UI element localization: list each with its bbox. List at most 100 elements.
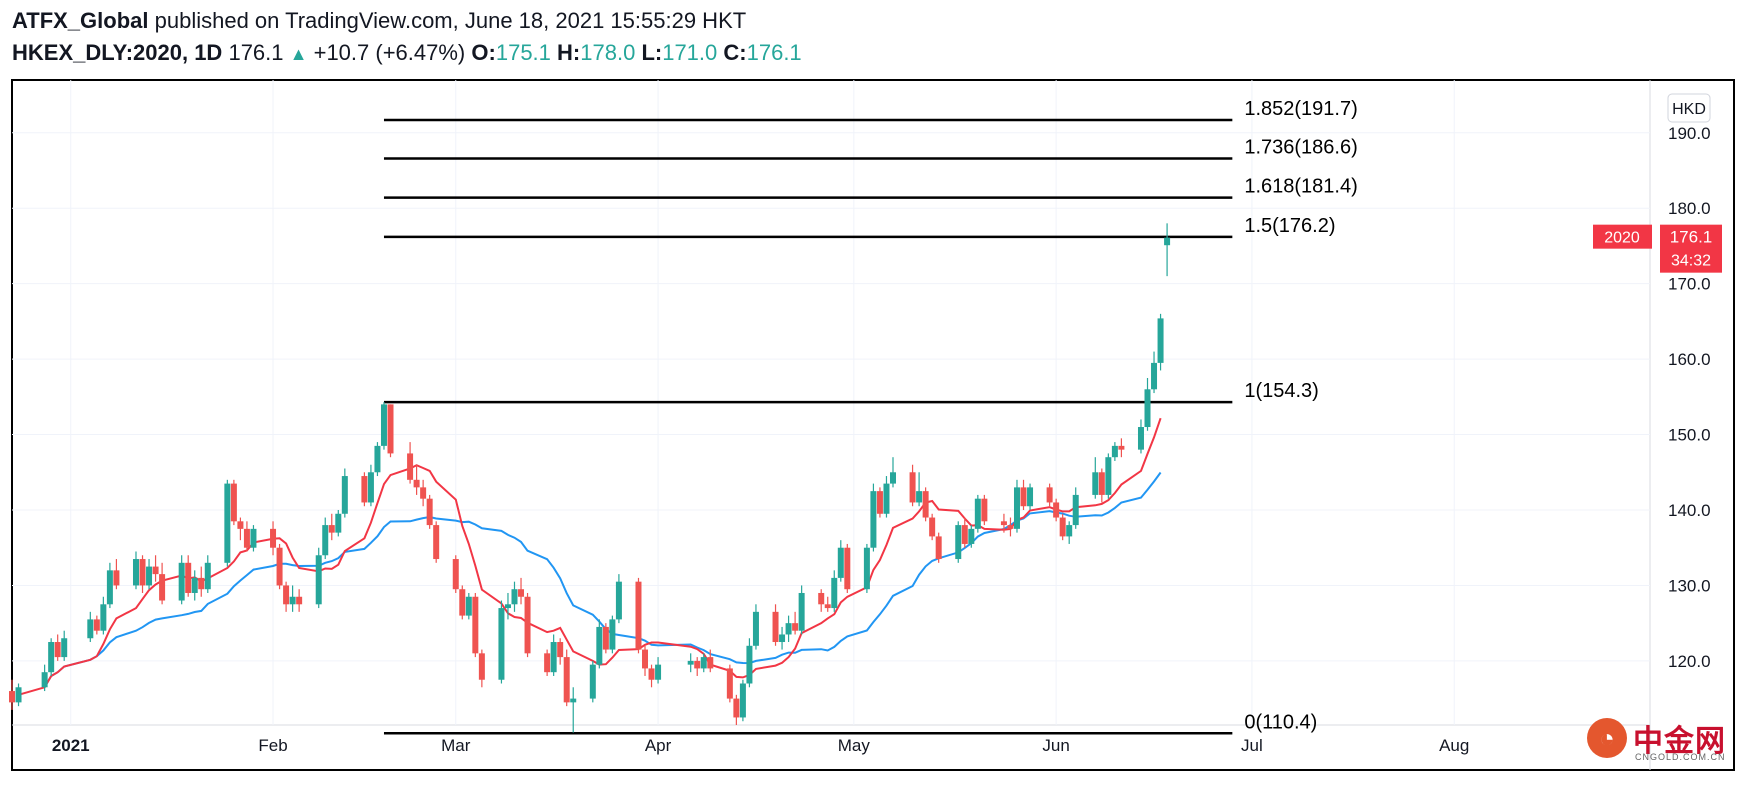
close-value: 176.1 <box>746 40 802 65</box>
up-arrow-icon: ▲ <box>289 44 308 64</box>
chart-frame <box>11 79 1735 771</box>
open-value: 175.1 <box>495 40 551 65</box>
candle-body <box>459 589 466 616</box>
candle-body <box>739 683 746 718</box>
high-value: 178.0 <box>580 40 636 65</box>
symbol-badge-label: 2020 <box>1604 230 1640 247</box>
candle-body <box>961 525 968 544</box>
candle-body <box>798 592 805 631</box>
candle-body <box>1013 487 1020 529</box>
candle-body <box>929 517 936 537</box>
candle-body <box>876 491 883 514</box>
price-tick-label: 170.0 <box>1668 275 1711 294</box>
candle-body <box>504 604 511 609</box>
candle-body <box>289 596 296 605</box>
candle-body <box>550 642 557 673</box>
candle-body <box>283 585 290 605</box>
candle-body <box>1020 487 1027 507</box>
symbol-badge <box>1593 224 1652 249</box>
candle-body <box>159 574 166 601</box>
candle-body <box>9 691 15 703</box>
candle-body <box>655 664 662 680</box>
candles <box>9 223 1171 733</box>
candle-body <box>224 483 231 563</box>
price-axis[interactable]: 120.0 130.0 140.0 150.0 160.0 170.0 180.0 190.0… <box>1667 93 1711 671</box>
candle-body <box>687 660 694 665</box>
fibonacci-extension[interactable]: 1.852(191.7) 1.736(186.6) 1.618(181.4) 1.5(… <box>383 98 1358 735</box>
candle-body <box>844 547 851 590</box>
candle-body <box>93 619 100 631</box>
time-tick-label: Apr <box>645 736 672 755</box>
candle-body <box>694 660 701 669</box>
cngold-watermark: ◔ 中金网 CNGOLD.COM.CN <box>1587 712 1737 774</box>
time-tick-label: Jun <box>1042 736 1069 755</box>
candle-body <box>968 528 975 544</box>
candle-body <box>87 619 94 639</box>
last-price: 176.1 <box>228 40 284 65</box>
price-tick-label: 190.0 <box>1668 124 1711 143</box>
candle-body <box>113 570 120 586</box>
candle-body <box>916 491 923 503</box>
candle-body <box>602 626 609 650</box>
price-tick-label: 150.0 <box>1668 426 1711 445</box>
candle-body <box>563 657 570 703</box>
candle-body <box>883 483 890 514</box>
candle-body <box>41 672 48 688</box>
candle-body <box>198 577 205 590</box>
high-label: H: <box>557 40 581 65</box>
author-name[interactable]: ATFX_Global <box>12 8 149 33</box>
candle-body <box>648 668 655 680</box>
price-change: +10.7 (+6.47%) <box>313 40 466 65</box>
price-tick-label: 140.0 <box>1668 501 1711 520</box>
published-text: published on TradingView.com, June 18, 2… <box>154 8 747 33</box>
candle-body <box>237 521 244 529</box>
candle-body <box>909 472 916 503</box>
candle-body <box>785 623 792 635</box>
candle-body <box>889 472 896 484</box>
currency-button[interactable] <box>1667 93 1711 123</box>
symbol-label[interactable]: HKEX_DLY:2020, 1D <box>12 40 223 65</box>
cngold-logo-icon: ◔ <box>1587 718 1627 758</box>
candle-body <box>374 445 381 473</box>
candle-body <box>426 498 433 526</box>
candle-body <box>511 589 518 605</box>
candle-body <box>1072 494 1079 526</box>
candle-body <box>1046 487 1053 503</box>
candle-body <box>1066 525 1073 537</box>
time-tick-label: May <box>838 736 871 755</box>
time-tick-label: Aug <box>1439 736 1469 755</box>
candle-body <box>615 581 622 620</box>
time-tick-label: Feb <box>258 736 287 755</box>
fib-level-label: 1.736(186.6) <box>1244 136 1357 158</box>
candle-body <box>152 566 159 575</box>
candle-body <box>178 562 185 601</box>
candle-body <box>935 536 942 560</box>
grid-lines <box>12 80 1650 725</box>
candle-body <box>746 645 753 684</box>
candle-body <box>1053 502 1060 518</box>
candle-body <box>1137 427 1144 450</box>
candle-body <box>243 528 250 548</box>
open-label: O: <box>471 40 496 65</box>
candle-body <box>609 619 616 650</box>
low-value: 171.0 <box>662 40 718 65</box>
candle-body <box>132 559 139 586</box>
candle-body <box>779 634 786 643</box>
candle-body <box>1000 521 1007 526</box>
chart-header-line1: ATFX_Global published on TradingView.com… <box>12 6 746 36</box>
candle-body <box>48 642 55 673</box>
candle-body <box>1144 389 1151 428</box>
candle-body <box>478 653 485 680</box>
candle-body <box>250 528 257 548</box>
time-axis[interactable]: 2021 Feb Mar Apr May Jun Jul Aug <box>52 736 1470 755</box>
candle-body <box>752 611 759 646</box>
candle-body <box>335 513 342 533</box>
fib-level-label: 1(154.3) <box>1244 380 1319 402</box>
candle-body <box>54 642 61 658</box>
watermark-domain: CNGOLD.COM.CN <box>1635 752 1726 762</box>
time-tick-label: Mar <box>441 736 471 755</box>
candle-body <box>792 623 799 631</box>
candle-body <box>1059 517 1066 537</box>
candle-body <box>413 479 420 488</box>
